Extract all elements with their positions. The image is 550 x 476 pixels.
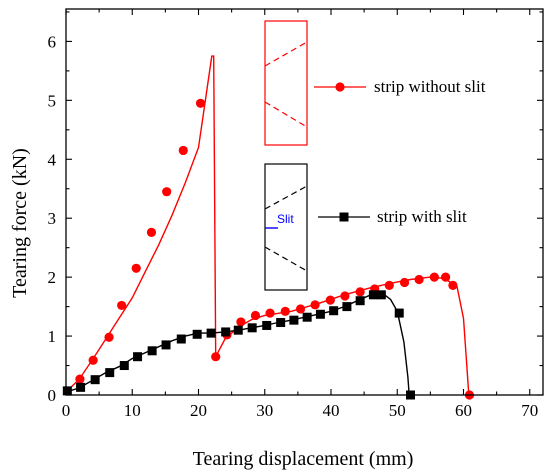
data-point-2-13 [233,325,243,335]
data-point-2-2 [76,382,86,392]
data-point-2-10 [192,329,202,339]
data-point-2-6 [133,352,143,362]
legend: strip without slit Slit strip with slit [264,20,486,291]
data-point-2-15 [262,320,272,330]
data-point-1-14 [265,308,275,318]
data-point-1-23 [399,277,410,288]
data-point-2-25 [394,308,404,318]
data-point-1-5 [131,263,141,273]
y-tick-label: 2 [48,268,57,287]
data-point-1-16 [295,304,306,314]
y-axis-title: Tearing force (kN) [9,148,31,298]
x-tick-label: 30 [256,401,273,420]
y-tick-label: 3 [48,209,57,228]
data-point-1-27 [448,280,458,290]
data-point-1-7 [162,187,172,197]
data-point-1-24 [414,274,424,285]
data-point-1-22 [384,280,394,290]
data-point-1-18 [325,295,335,305]
data-point-2-7 [147,346,157,356]
x-tick-label: 20 [190,401,207,420]
legend-label-with-slit: strip with slit [377,207,467,226]
x-tick-label: 10 [124,401,141,420]
data-point-2-12 [221,327,231,337]
data-point-2-21 [342,302,352,312]
data-point-2-8 [161,340,171,350]
x-tick-label: 60 [455,401,472,420]
data-point-2-14 [247,323,257,333]
y-tick-label: 5 [48,91,57,110]
data-point-1-19 [340,291,350,301]
data-point-2-11 [206,328,216,338]
data-point-2-5 [119,361,129,371]
legend-label-without-slit: strip without slit [374,77,486,96]
data-point-2-18 [302,312,312,322]
inset-strip-without-slit [264,20,308,146]
inset-cut-line-lower-slit [264,246,308,272]
inset-cut-line-upper [264,41,308,67]
data-point-1-6 [146,227,157,237]
data-point-1-15 [280,306,290,316]
inset-cut-line-lower [264,101,308,128]
x-tick-label: 40 [323,401,340,420]
data-point-1-10 [211,352,221,362]
x-tick-label: 70 [521,401,538,420]
plot-frame [65,8,544,396]
data-point-1-1 [75,374,85,384]
x-tick-label: 0 [62,401,71,420]
y-tick-label: 0 [48,386,57,405]
x-tick-label: 50 [389,401,406,420]
y-tick-label: 4 [48,150,57,169]
x-axis-title: Tearing displacement (mm) [193,448,414,470]
data-point-2-19 [315,309,325,319]
y-tick-label: 6 [48,32,57,51]
series-2 [62,290,415,400]
slit-label: Slit [277,212,294,226]
data-point-1-25 [429,272,439,282]
data-point-2-23 [368,290,378,300]
series-1 [65,55,475,400]
data-point-2-16 [276,318,286,328]
data-point-2-3 [90,375,100,385]
inset-strip-with-slit [264,163,308,291]
data-point-1-13 [250,310,261,321]
data-point-2-1 [62,386,72,396]
data-point-1-9 [195,98,206,108]
data-point-2-24 [376,290,386,300]
data-point-1-20 [355,287,365,297]
data-point-1-17 [310,300,320,310]
data-point-1-2 [88,355,98,365]
data-point-2-4 [105,368,115,378]
legend-marker-with-slit [339,212,349,222]
data-point-2-9 [176,334,186,344]
data-point-2-20 [329,306,339,316]
data-point-1-12 [236,317,246,327]
data-point-1-4 [117,300,127,311]
series-layer [62,55,475,400]
y-tick-label: 1 [48,327,57,346]
data-point-2-22 [355,296,365,306]
axes-layer: 0 10 20 30 40 50 60 70 0 1 2 3 4 5 6 [48,8,544,420]
data-point-2-17 [289,315,299,325]
inset-cut-line-upper-slit [264,185,308,210]
legend-marker-without-slit [335,82,345,92]
data-point-1-26 [441,272,451,282]
data-point-1-3 [104,332,114,342]
data-point-1-8 [178,145,188,156]
